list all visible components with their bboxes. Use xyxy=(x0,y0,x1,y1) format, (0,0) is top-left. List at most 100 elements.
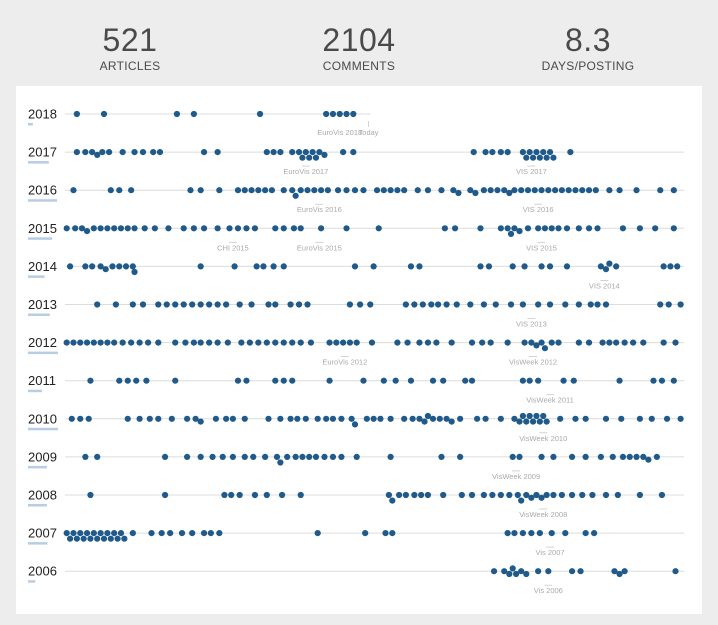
post-count-bar xyxy=(28,237,53,240)
post-dot xyxy=(143,377,150,384)
post-dot xyxy=(648,415,655,422)
post-dot xyxy=(243,225,250,232)
post-dot xyxy=(289,187,296,194)
post-dot xyxy=(633,453,640,460)
post-dot xyxy=(424,339,432,346)
post-dot xyxy=(558,491,565,499)
post-dot xyxy=(128,187,135,194)
post-dot xyxy=(541,225,549,232)
post-dot xyxy=(579,491,586,499)
post-dot xyxy=(674,263,681,270)
post-dot xyxy=(97,225,104,232)
post-dot xyxy=(189,301,196,308)
post-dot xyxy=(375,225,382,232)
post-dot xyxy=(619,453,627,460)
post-dot xyxy=(363,415,370,422)
post-dot xyxy=(129,530,136,537)
post-dot xyxy=(401,187,408,194)
post-dot xyxy=(200,530,208,537)
post-dot xyxy=(340,339,347,346)
event-label: EuroVis 2018 xyxy=(317,128,362,137)
post-dot xyxy=(480,301,487,308)
post-dot xyxy=(304,187,311,194)
post-dot xyxy=(411,301,418,308)
post-dot xyxy=(572,415,579,422)
post-dot xyxy=(524,225,532,232)
post-dot xyxy=(94,453,101,460)
post-dot xyxy=(652,225,659,232)
post-dot xyxy=(263,491,270,499)
post-dot xyxy=(543,154,550,161)
post-dot xyxy=(326,377,333,384)
post-dot xyxy=(105,149,113,156)
post-dot xyxy=(136,339,143,346)
post-dot xyxy=(380,187,387,194)
post-dot xyxy=(511,415,518,422)
post-dot xyxy=(131,268,138,276)
post-dot xyxy=(402,491,409,499)
post-dot xyxy=(480,491,487,499)
post-dot xyxy=(434,301,442,308)
post-dot xyxy=(653,453,660,460)
post-dot xyxy=(443,415,450,422)
post-dot xyxy=(533,149,540,156)
post-dot xyxy=(672,339,679,346)
post-dot xyxy=(155,339,162,346)
post-dot xyxy=(621,339,628,346)
post-dot xyxy=(582,415,589,422)
post-dot xyxy=(367,301,374,308)
post-dot xyxy=(234,377,242,384)
post-dot xyxy=(667,263,674,270)
post-dot xyxy=(100,110,108,118)
post-dot xyxy=(523,491,530,499)
post-dot xyxy=(407,377,415,384)
post-dot xyxy=(87,491,94,499)
post-dot xyxy=(353,453,360,460)
post-dot xyxy=(262,187,269,194)
post-dot xyxy=(229,453,236,460)
post-dot xyxy=(526,377,533,384)
post-dot xyxy=(368,339,376,346)
post-dot xyxy=(640,453,647,460)
post-dot xyxy=(255,339,262,346)
post-dot xyxy=(670,377,677,384)
post-dot xyxy=(321,453,328,460)
post-dot xyxy=(260,263,267,270)
post-dot xyxy=(592,187,599,194)
post-dot xyxy=(124,415,131,422)
post-dot xyxy=(501,568,508,575)
post-dot xyxy=(529,418,537,425)
post-dot xyxy=(139,301,147,308)
post-dot xyxy=(139,149,147,156)
post-dot xyxy=(490,568,498,575)
post-dot xyxy=(516,418,523,425)
post-dot xyxy=(189,530,196,537)
year-label: 2013 xyxy=(28,297,57,312)
post-dot xyxy=(297,187,304,194)
post-dot xyxy=(317,225,325,232)
post-dot xyxy=(287,415,294,422)
event-label: EuroVis 2017 xyxy=(283,167,328,176)
post-dot xyxy=(324,187,331,194)
post-dot xyxy=(228,491,235,499)
post-dot xyxy=(575,225,582,232)
post-dot xyxy=(184,453,191,460)
post-dot xyxy=(280,339,287,346)
post-dot xyxy=(521,263,528,270)
post-dot xyxy=(200,225,208,232)
post-dot xyxy=(657,187,664,194)
post-dot xyxy=(209,453,216,460)
post-dot xyxy=(128,339,135,346)
post-dot xyxy=(546,149,554,156)
post-dot xyxy=(555,339,562,346)
post-dot xyxy=(248,187,255,194)
stat-articles: 521 ARTICLES xyxy=(30,22,230,73)
post-dot xyxy=(599,339,606,346)
post-dot xyxy=(83,339,91,346)
post-dot xyxy=(214,149,221,156)
post-dot xyxy=(477,263,484,270)
post-dot xyxy=(297,491,304,499)
post-count-bar xyxy=(28,161,49,164)
post-dot xyxy=(97,339,104,346)
post-dot xyxy=(97,530,104,537)
